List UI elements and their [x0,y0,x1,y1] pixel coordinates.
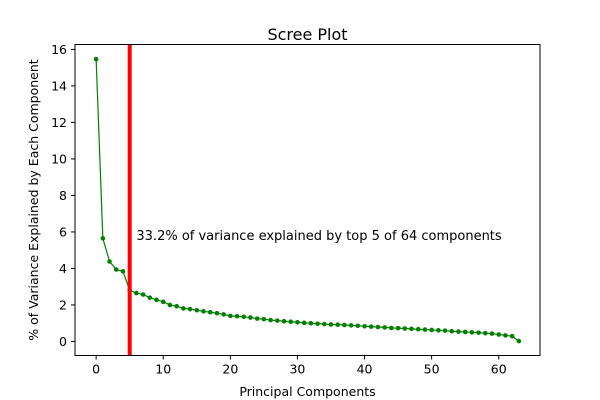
y-tick-label: 8 [59,188,67,203]
data-point [469,330,475,335]
data-point [254,316,260,321]
ticks-layer: 0 10 20 30 40 50 60 0 2 4 6 8 10 12 14 16 [51,42,507,377]
data-point [496,332,502,337]
data-point [234,313,240,319]
data-point [154,297,159,303]
x-tick-label: 40 [357,362,373,377]
x-tick-label: 20 [222,362,238,377]
data-point [160,299,166,305]
data-point [429,327,434,333]
data-point [201,309,206,314]
data-point [120,269,126,274]
data-point [342,322,347,328]
data-point [181,306,186,311]
data-point [449,328,455,334]
data-point [395,325,401,331]
data-point [93,56,99,62]
data-point [214,310,220,316]
data-point [221,312,226,317]
data-point [456,329,461,334]
data-point [241,314,247,320]
plot-layer [93,44,522,356]
data-point [113,267,119,272]
y-axis-label: % of Variance Explained by Each Componen… [26,59,41,341]
x-tick-label: 50 [424,362,440,377]
data-point [489,331,495,336]
data-point [248,315,253,320]
data-point [261,316,267,322]
data-point [275,318,280,323]
x-tick-label: 30 [289,362,305,377]
data-point [375,324,381,330]
data-point [194,307,200,313]
data-point [167,302,173,308]
data-point [483,330,488,336]
data-point [335,322,340,327]
data-point [362,323,367,329]
data-point [348,323,354,328]
data-point [295,319,300,325]
y-tick-label: 6 [59,224,67,239]
data-point [187,306,193,312]
y-tick-label: 16 [51,42,67,57]
data-point [140,292,146,297]
data-point [301,320,307,326]
x-tick-label: 0 [92,362,100,377]
y-tick-label: 4 [59,261,67,276]
chart-title: Scree Plot [267,25,347,44]
data-point [107,259,112,264]
data-point [516,338,522,344]
data-point [415,326,421,332]
data-point [442,328,448,333]
y-tick-label: 14 [51,78,67,93]
data-point [382,325,387,330]
data-point [100,236,106,241]
x-tick-label: 60 [491,362,507,377]
data-point [368,324,374,329]
data-point [402,326,408,331]
data-point [328,322,334,327]
data-point [321,321,327,327]
data-point [422,327,428,332]
data-point [462,329,468,335]
series-line [95,59,520,342]
data-point [315,321,320,327]
data-point [308,320,314,326]
data-point [268,317,273,323]
x-axis-label: Principal Components [239,384,375,399]
y-tick-label: 12 [51,115,67,130]
data-point [174,303,179,309]
data-point [436,328,441,333]
data-point [355,323,361,329]
data-point [281,318,287,324]
y-tick-label: 2 [59,297,67,312]
data-point [228,313,233,319]
data-point [389,325,394,331]
y-tick-label: 10 [51,151,67,166]
data-point [476,330,481,335]
y-tick-label: 0 [59,334,67,349]
data-point [134,290,139,296]
data-point [409,326,414,332]
data-point [503,333,508,338]
data-point [147,295,153,300]
variance-annotation: 33.2% of variance explained by top 5 of … [136,229,502,244]
data-point [207,309,213,315]
data-point [509,333,515,339]
data-point [288,319,294,325]
axes-frame [74,44,541,356]
x-tick-label: 10 [155,362,171,377]
